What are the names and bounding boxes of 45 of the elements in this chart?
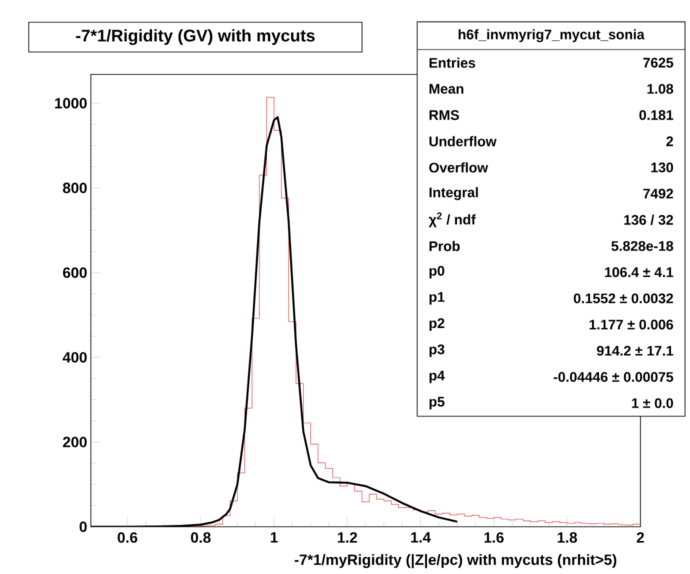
annotation: 914.2 ± 17.1	[596, 346, 674, 356]
x-tick-label: 1.4	[411, 532, 431, 542]
annotation: 0.181	[639, 110, 674, 120]
annotation: Mean	[430, 84, 464, 94]
x-axis-title: -7*1/myRigidity (|Z|e/pc) with mycuts (nrhit>5)	[294, 554, 616, 568]
annotation: Overflow	[429, 162, 488, 172]
x-tick-label: 1.6	[484, 532, 504, 543]
annotation: p1	[430, 292, 444, 304]
x-tick-label: 2	[636, 532, 644, 542]
annotation: 106.4 ± 4.1	[605, 267, 674, 277]
text: h6f_invmyrig7_mycut_sonia	[458, 29, 645, 42]
y-tick-label: 400	[62, 352, 87, 362]
y-tick-label: 0	[80, 521, 87, 532]
annotation: χ$^{2}$ / ndf	[428, 212, 476, 228]
y-tick-label: 600	[63, 267, 87, 278]
annotation: -0.04446 ± 0.00075	[554, 372, 674, 382]
annotation: Underflow	[429, 136, 497, 146]
chart-title: -7*1/Rigidity (GV) with mycuts	[76, 29, 315, 45]
annotation: Prob	[430, 240, 460, 251]
annotation: p3	[430, 344, 444, 357]
text: 7492	[643, 188, 674, 198]
annotation: p0	[430, 266, 444, 278]
annotation: 1.177 ± 0.006	[590, 319, 674, 330]
text: 7625	[643, 58, 674, 68]
annotation: 5.828e-18	[611, 240, 674, 251]
annotation: 0.1552 ± 0.0032	[574, 293, 674, 304]
x-tick-label: 0.8	[190, 532, 211, 543]
y-tick-label: 200	[63, 436, 87, 448]
annotation: p5	[430, 396, 444, 410]
y-tick-label: 800	[62, 182, 87, 193]
annotation: 136 / 32	[624, 214, 674, 225]
annotation: Integral	[430, 186, 478, 200]
annotation: p4	[430, 370, 445, 383]
x-tick-label: 1.2	[338, 532, 358, 542]
text: 1.08	[647, 84, 674, 94]
x-tick-label: 0.6	[118, 532, 138, 543]
x-tick-label: 1	[270, 532, 278, 542]
x-tick-label: 1.8	[558, 532, 578, 543]
annotation: 1 ± 0.0	[632, 398, 674, 408]
annotation: p2	[430, 318, 444, 331]
text: 130	[651, 162, 674, 172]
text: 2	[666, 136, 674, 146]
text: Entries	[430, 57, 476, 68]
y-tick-label: 1000	[55, 98, 87, 108]
annotation: RMS	[430, 110, 459, 120]
